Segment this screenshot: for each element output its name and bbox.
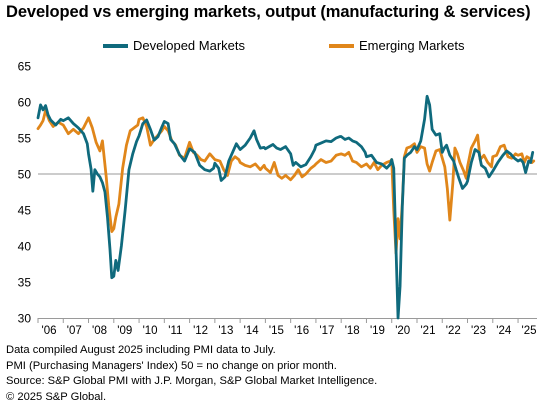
axes-layer: 30 35 40 45 50 55 60 65 '06 '07 '08 '09 '10 '11 '12 '13… xyxy=(18,60,537,337)
y-tick-label: 30 xyxy=(18,312,32,326)
y-tick-label: 40 xyxy=(18,240,32,254)
note-line: Data compiled August 2025 including PMI … xyxy=(6,344,276,356)
legend-swatch-developed xyxy=(103,43,128,48)
note-line: PMI (Purchasing Managers' Index) 50 = no… xyxy=(6,359,337,372)
x-tick-label: '16 xyxy=(294,325,309,337)
x-tick-label: '12 xyxy=(193,325,208,337)
legend-label-developed: Developed Markets xyxy=(133,38,245,53)
series-line-emerging xyxy=(36,109,536,255)
legend-item-developed: Developed Markets xyxy=(103,38,245,53)
x-tick-label: '25 xyxy=(522,325,537,337)
x-tick-label: '19 xyxy=(370,325,385,337)
x-tick-label: '11 xyxy=(168,325,182,337)
note-line: Source: S&P Global PMI with J.P. Morgan,… xyxy=(6,375,378,388)
y-tick-label: 55 xyxy=(18,132,32,146)
x-tick-label: '23 xyxy=(471,325,486,337)
x-tick-label: '15 xyxy=(269,325,284,337)
y-tick-label: 45 xyxy=(18,204,32,218)
x-tick-label: '24 xyxy=(496,325,512,337)
y-tick-label: 65 xyxy=(18,60,32,74)
x-tick-label: '14 xyxy=(244,325,260,337)
x-tick-label: '06 xyxy=(42,325,57,337)
y-tick-label: 60 xyxy=(18,96,32,110)
chart-notes: Data compiled August 2025 including PMI … xyxy=(6,343,377,405)
x-tick-label: '08 xyxy=(92,325,107,337)
x-tick-label: '10 xyxy=(143,325,158,337)
x-tick-label: '20 xyxy=(395,325,410,337)
series-line-developed xyxy=(36,94,535,320)
x-tick-label: '17 xyxy=(319,325,334,337)
series-layer xyxy=(36,94,536,320)
y-tick-label: 50 xyxy=(18,168,32,182)
x-tick-label: '13 xyxy=(218,325,233,337)
x-tick-label: '07 xyxy=(67,325,82,337)
x-tick-label: '09 xyxy=(117,325,132,337)
legend-swatch-emerging xyxy=(329,43,354,48)
legend-label-emerging: Emerging Markets xyxy=(359,38,465,53)
y-tick-label: 35 xyxy=(18,276,32,290)
x-tick-label: '21 xyxy=(420,325,435,337)
chart-title: Developed vs emerging markets, output (m… xyxy=(6,3,531,21)
note-line: © 2025 S&P Global. xyxy=(6,390,107,403)
legend-item-emerging: Emerging Markets xyxy=(329,38,464,53)
x-tick-label: '22 xyxy=(446,325,461,337)
x-tick-label: '18 xyxy=(345,325,360,337)
